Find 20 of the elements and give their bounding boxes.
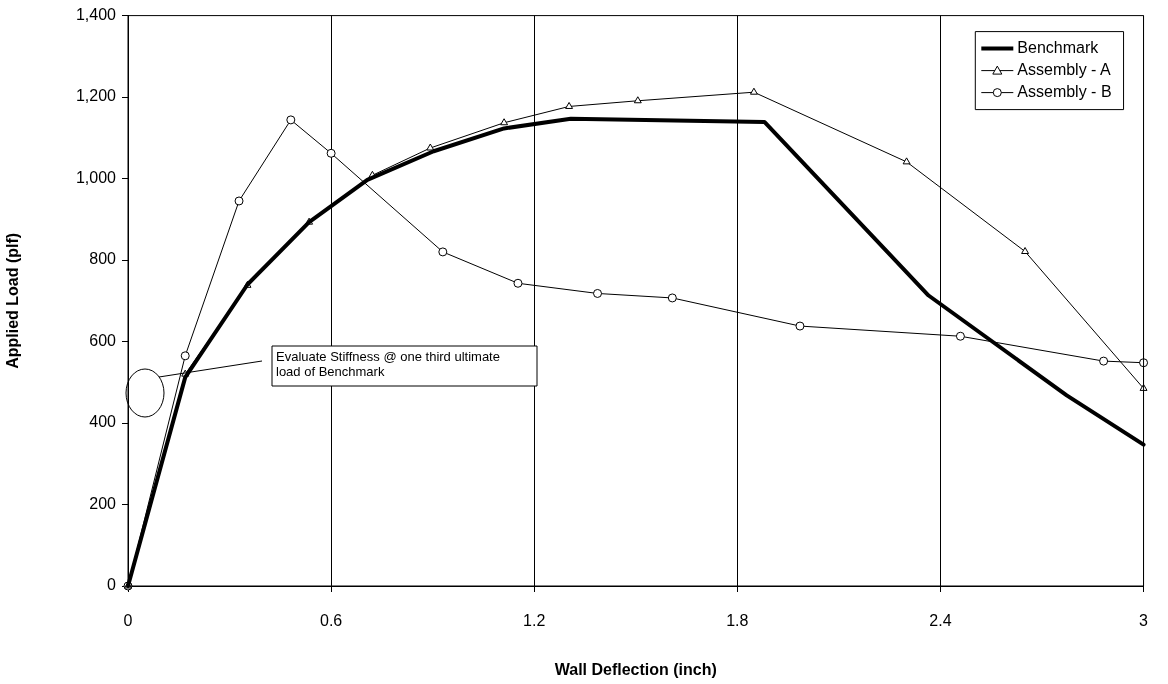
x-tick-label: 3 xyxy=(1139,612,1149,630)
annotation: Evaluate Stiffness @ one third ultimate load of Benchmark xyxy=(276,349,500,380)
y-tick-label: 400 xyxy=(89,413,117,431)
x-tick-label: 0.6 xyxy=(319,612,343,630)
y-tick-label: 1,000 xyxy=(75,168,117,186)
legend-label: Assembly - B xyxy=(1017,83,1112,101)
y-tick-label: 600 xyxy=(89,331,117,349)
x-tick-label: 0 xyxy=(123,612,133,630)
x-tick-label: 1.2 xyxy=(523,612,546,630)
y-axis-title: Applied Load (plf) xyxy=(4,232,22,369)
x-tick-label: 2.4 xyxy=(929,612,952,630)
y-tick-label: 1,200 xyxy=(75,87,117,105)
y-tick-label: 0 xyxy=(107,576,117,594)
legend-label: Benchmark xyxy=(1017,39,1100,57)
x-axis-title: Wall Deflection (inch) xyxy=(554,660,717,678)
legend-label: Assembly - A xyxy=(1017,61,1111,79)
x-tick-label: 1.8 xyxy=(726,612,749,630)
y-tick-label: 800 xyxy=(89,250,117,268)
y-tick-label: 1,400 xyxy=(75,6,117,24)
y-tick-label: 200 xyxy=(89,494,117,512)
